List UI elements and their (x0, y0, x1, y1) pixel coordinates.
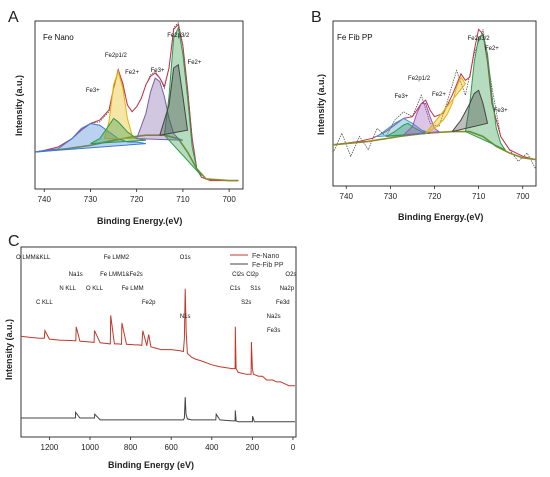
panel-c-peak-label-1: N1s (180, 314, 191, 320)
panel-b: B Fe Fib PP Intensity (a.u.) Binding Ene… (311, 9, 537, 222)
panel-a-peak-label-1: Fe2p3/2 (167, 33, 190, 39)
panel-c-peak-label-12: O LMM&KLL (16, 255, 51, 261)
panelc-x-tick-label-0: 1200 (41, 443, 59, 452)
panel-c-peak-label-18: Fe LMM1&Fe2s (100, 272, 143, 278)
panelc-series-series-0 (20, 288, 295, 387)
panel-c-plot-area (20, 288, 295, 423)
panelb-x-tick-label-0: 740 (340, 192, 354, 201)
panel-c-peak-labels: O1s N1s C1s Cl2s S2s Cl2p S1s Na2p Fe3d Na2s Fe3s O… (16, 255, 296, 334)
panel-c-peak-label-3: Cl2s (232, 272, 244, 278)
panela-series-raw-0 (34, 21, 239, 181)
panel-b-x-ticks: 740 730 720 710 700 (340, 186, 530, 201)
panel-b-plot-frame (332, 20, 537, 187)
panela-x-tick-label-3: 710 (176, 195, 190, 204)
panel-c-peak-label-4: S2s (241, 300, 251, 306)
panelb-series-raw-0 (332, 29, 537, 170)
panela-x-tick-label-4: 700 (222, 195, 236, 204)
panel-a-peak-label-4: Fe3+ (151, 68, 165, 74)
panelb-series-component-7 (464, 33, 507, 151)
panelb-x-tick-label-1: 730 (384, 192, 398, 201)
panela-series-fit-1 (34, 23, 239, 182)
panel-b-peak-label-4: Fe2+ (485, 46, 499, 52)
panel-c-xlabel: Binding Energy (eV) (108, 460, 194, 470)
panel-c-peak-label-16: O KLL (86, 286, 104, 292)
panel-c-peak-label-9: Na2s (267, 314, 281, 320)
panel-b-letter: B (311, 9, 322, 26)
panelb-x-tick-label-2: 720 (428, 192, 442, 201)
panel-c-peak-label-8: Fe3d (276, 300, 290, 306)
panel-c-peak-label-0: O1s (180, 255, 191, 261)
panel-c-peak-label-15: C KLL (36, 300, 53, 306)
panelb-series-component-6 (425, 76, 467, 134)
panela-x-tick-label-2: 720 (130, 195, 144, 204)
panel-c-peak-label-17: Fe LMM2 (104, 255, 130, 261)
panel-a-peak-label-5: Fe2+ (188, 60, 202, 66)
panelb-series-fit-1 (332, 28, 537, 161)
panel-c-peak-label-7: Na2p (280, 286, 295, 292)
panel-c-plot-frame (20, 246, 297, 438)
panel-b-peak-label-5: Fe3+ (494, 108, 508, 114)
panel-b-peak-label-2: Fe3+ (394, 94, 408, 100)
panelb-series-background-2 (332, 130, 537, 161)
panela-x-tick-label-0: 740 (38, 195, 52, 204)
panel-a-plot-frame (34, 20, 244, 190)
panelc-x-tick-label-4: 400 (205, 443, 219, 452)
panelc-series-series-1 (21, 397, 295, 423)
panel-a-peak-label-2: Fe3+ (86, 88, 100, 94)
panel-b-plot-area (332, 28, 537, 170)
panel-b-peak-label-0: Fe2p1/2 (408, 76, 431, 82)
panel-c-peak-label-10: Fe3s (267, 328, 280, 334)
panel-b-ylabel: Intensity (a.u.) (316, 74, 326, 135)
legend-label-fe-fib-pp: Fe-Fib PP (252, 262, 284, 269)
panel-c-letter: C (8, 233, 20, 250)
panel-b-title: Fe Fib PP (337, 33, 373, 42)
panelc-x-tick-label-2: 800 (124, 443, 138, 452)
panela-series-component-8 (159, 63, 189, 136)
panel-c-ylabel: Intensity (a.u.) (4, 319, 14, 380)
panel-a: A Fe Nano Intensity (a.u.) Binding Energ… (8, 9, 244, 226)
panelc-x-tick-label-6: 0 (291, 443, 296, 452)
panelb-series-component-5 (403, 103, 441, 136)
panel-c-legend: Fe-Nano Fe-Fib PP (230, 253, 284, 269)
panel-a-xlabel: Binding Energy.(eV) (97, 216, 182, 226)
panel-a-x-ticks: 740 730 720 710 700 (38, 189, 236, 204)
panel-b-peak-labels: Fe2p1/2 Fe2p3/2 Fe3+ Fe2+ Fe2+ Fe3+ (394, 36, 508, 114)
panela-series-component-7 (163, 26, 202, 176)
panel-a-peak-label-0: Fe2p1/2 (105, 53, 128, 59)
panelb-x-tick-label-3: 710 (472, 192, 486, 201)
panel-b-peak-label-1: Fe2p3/2 (468, 36, 491, 42)
panel-c: C Intensity (a.u.) Binding Energy (eV) F… (4, 233, 297, 470)
panel-a-title: Fe Nano (43, 33, 74, 42)
panel-c-peak-label-20: Fe2p (142, 300, 156, 306)
panel-c-peak-label-13: Na1s (69, 272, 83, 278)
panel-c-peak-label-6: S1s (250, 286, 260, 292)
panel-a-ylabel: Intensity (a.u.) (14, 75, 24, 136)
panel-a-letter: A (8, 9, 19, 26)
panel-c-peak-label-11: O2s (285, 272, 296, 278)
panela-series-component-6 (136, 77, 184, 141)
panel-c-peak-label-19: Fe LMM (122, 286, 144, 292)
panel-c-peak-label-5: Cl2p (246, 272, 259, 278)
panela-series-component-5 (90, 117, 146, 145)
panel-c-x-ticks: 1200 1000 800 600 400 200 0 (41, 437, 296, 452)
panel-a-plot-area (34, 21, 239, 182)
panel-c-peak-label-14: N KLL (59, 286, 76, 292)
panel-c-peak-label-2: C1s (230, 286, 241, 292)
panelb-x-tick-label-4: 700 (516, 192, 530, 201)
legend-label-fe-nano: Fe-Nano (252, 253, 279, 260)
panel-a-peak-labels: Fe2p1/2 Fe2p3/2 Fe3+ Fe2+ Fe3+ Fe2+ (86, 33, 202, 94)
panela-series-component-3 (34, 122, 146, 153)
panelb-series-component-8 (451, 89, 489, 133)
panelc-x-tick-label-5: 200 (246, 443, 260, 452)
panel-b-xlabel: Binding Energy.(eV) (398, 212, 483, 222)
panelc-x-tick-label-3: 600 (165, 443, 179, 452)
panelc-x-tick-label-1: 1000 (81, 443, 99, 452)
panel-a-peak-label-3: Fe2+ (125, 70, 139, 76)
panela-x-tick-label-1: 730 (84, 195, 98, 204)
panel-b-peak-label-3: Fe2+ (432, 92, 446, 98)
